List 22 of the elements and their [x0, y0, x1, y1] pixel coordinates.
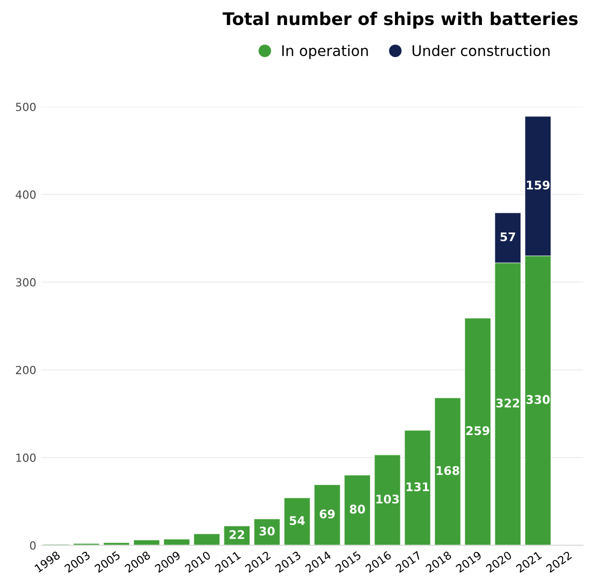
chart-title: Total number of ships with batteries — [222, 12, 578, 29]
data-label: 259 — [466, 426, 490, 436]
data-label: 54 — [290, 516, 305, 526]
data-label: 330 — [526, 395, 550, 404]
data-label: 322 — [496, 398, 520, 408]
data-label: 80 — [350, 504, 365, 514]
legend-label: In operation — [282, 44, 368, 59]
data-label: 159 — [526, 180, 550, 190]
data-label: 168 — [436, 466, 460, 476]
y-tick-label: 200 — [16, 366, 36, 374]
y-tick-label: 300 — [16, 278, 36, 287]
data-label: 131 — [406, 482, 430, 492]
legend-label: Under construction — [412, 44, 550, 56]
data-label: 57 — [500, 232, 516, 242]
y-tick-label: 400 — [16, 190, 36, 199]
y-tick-label: 500 — [16, 102, 36, 112]
y-tick-label: 0 — [30, 541, 36, 550]
data-label: 103 — [376, 494, 399, 504]
data-label: 22 — [230, 530, 244, 539]
y-tick-label: 100 — [16, 454, 36, 462]
data-label: 69 — [320, 510, 335, 518]
data-label: 30 — [260, 526, 275, 536]
